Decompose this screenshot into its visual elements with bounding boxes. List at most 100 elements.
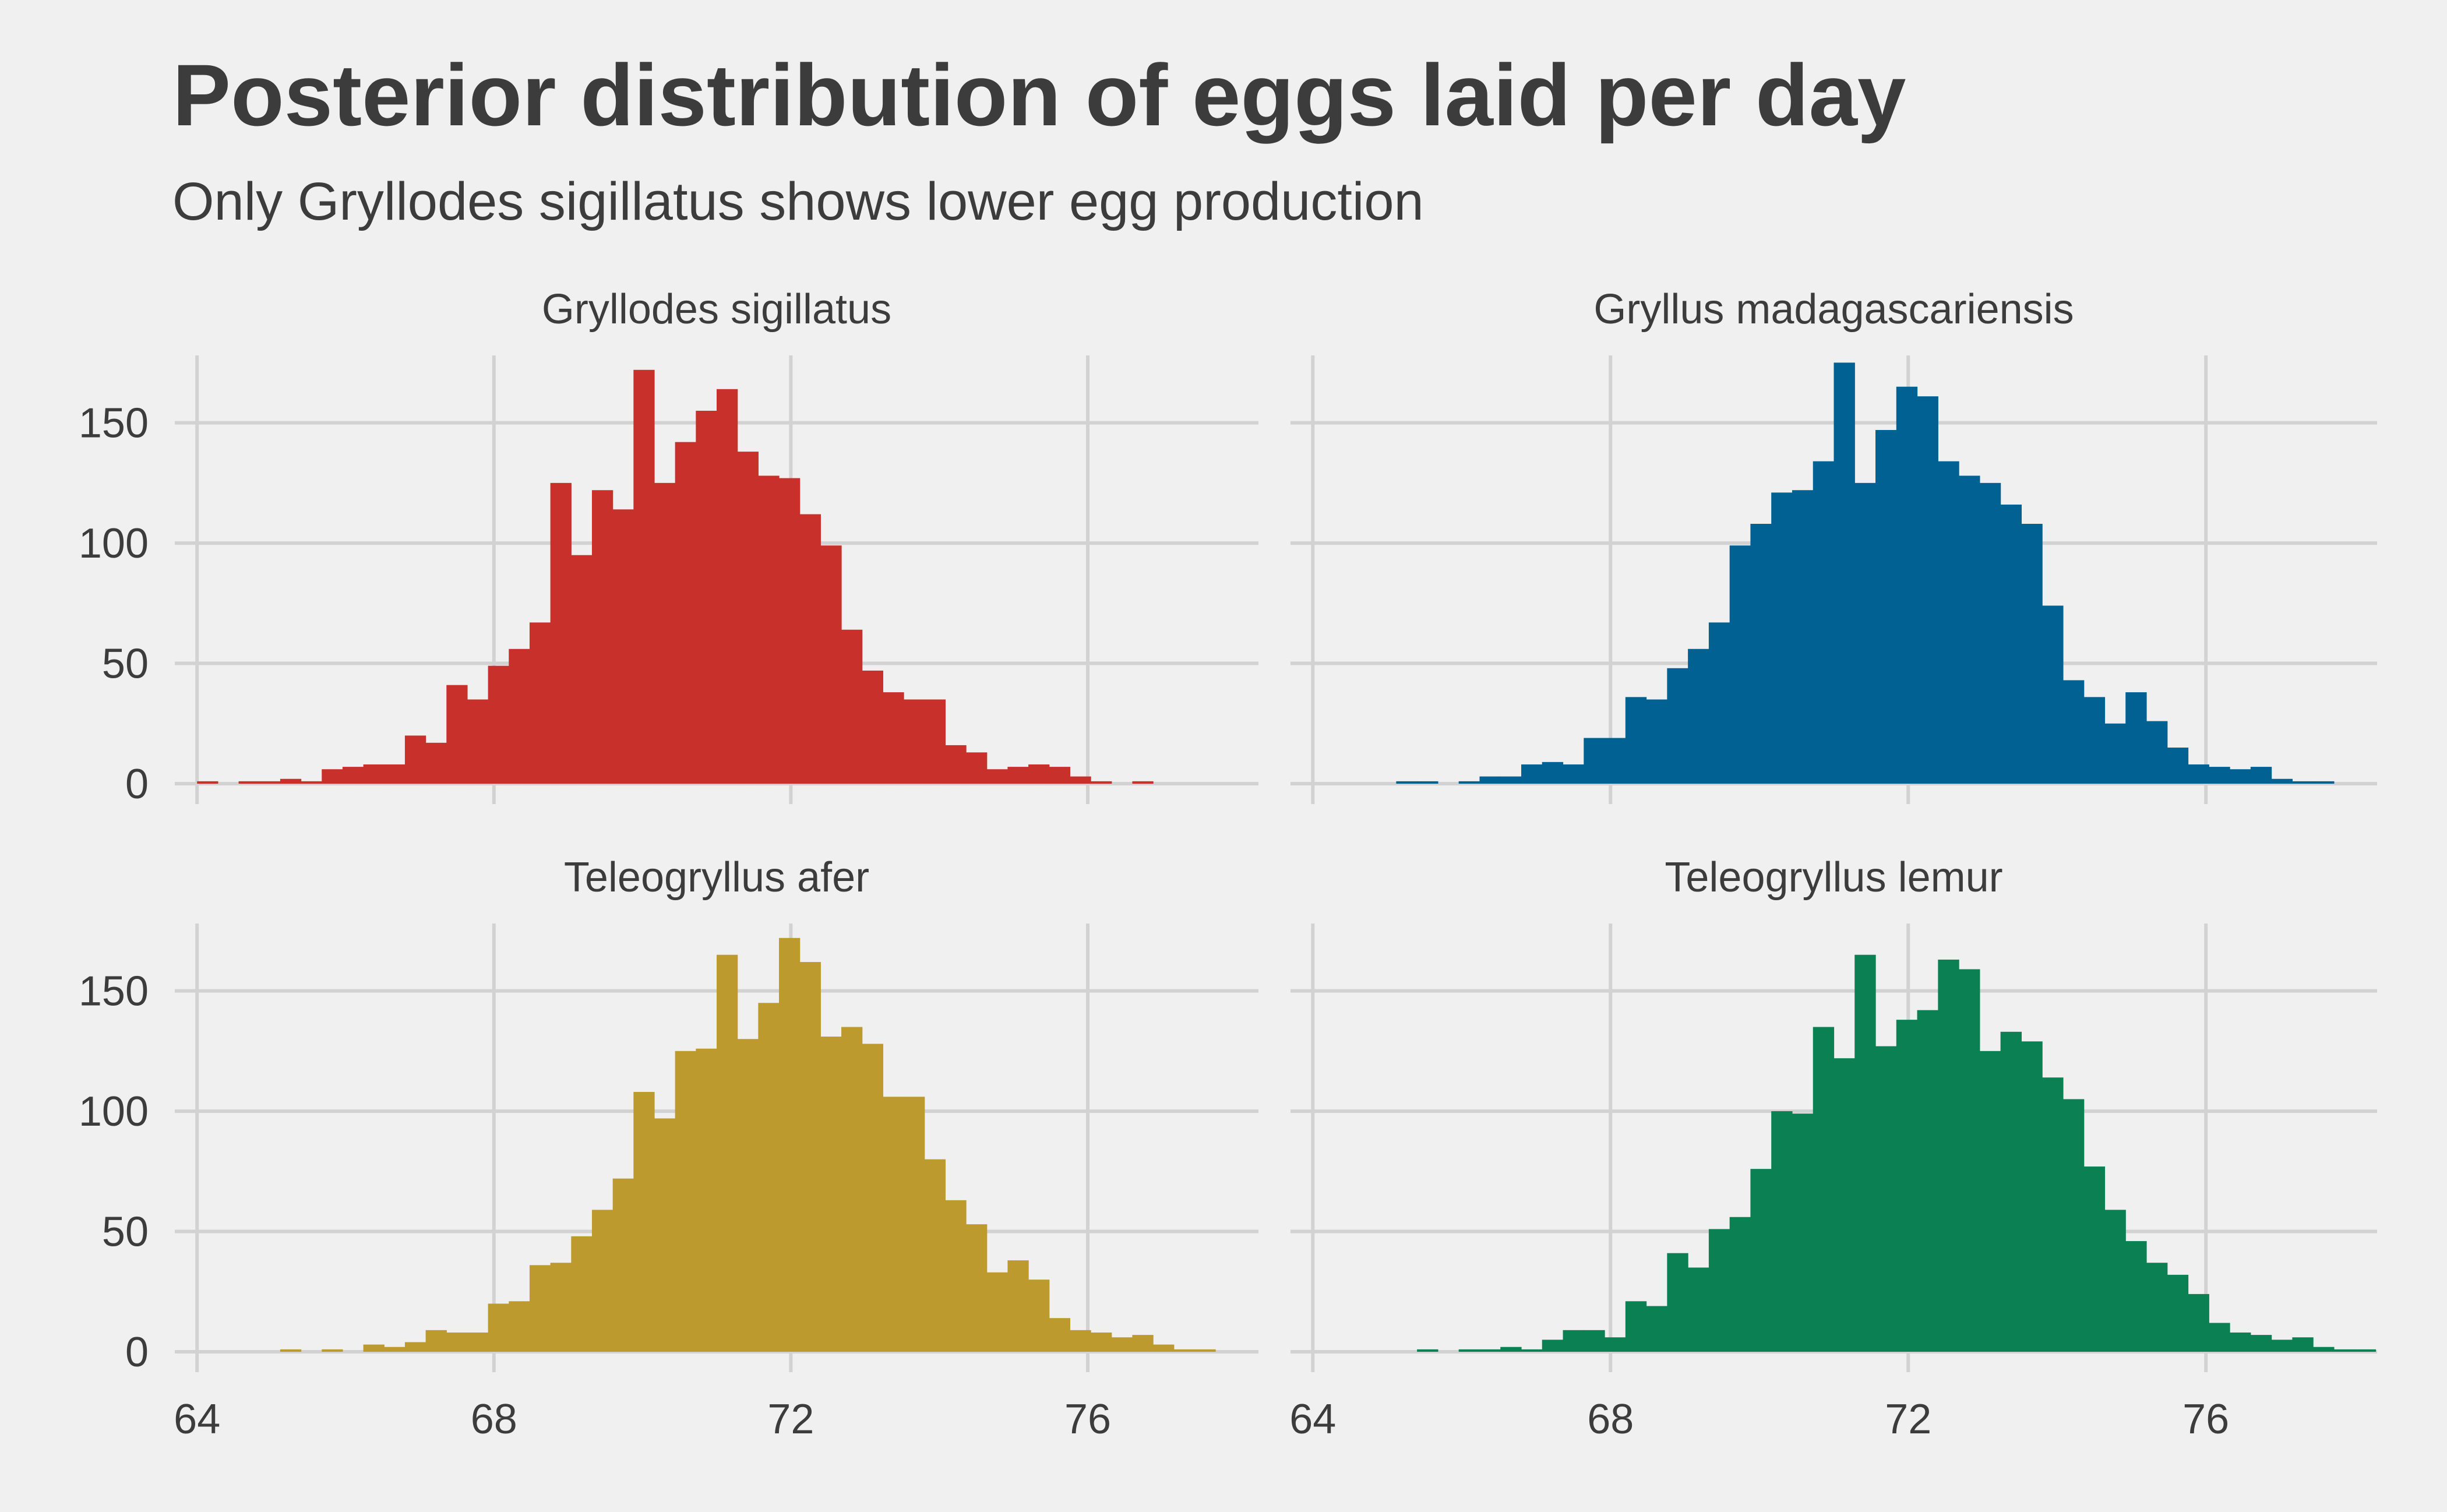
y-tick-label: 50: [102, 641, 149, 688]
histogram-bar: [904, 699, 925, 784]
x-tick-label: 64: [1289, 1396, 1336, 1443]
histogram-bar: [591, 1210, 613, 1352]
histogram-bar: [1479, 776, 1501, 784]
chart-title: Posterior distribution of eggs laid per …: [172, 46, 1906, 144]
histogram-bar: [1028, 1280, 1050, 1352]
histogram-bar: [924, 1159, 946, 1352]
histogram-bar: [737, 1039, 759, 1352]
y-tick-label: 100: [79, 520, 149, 567]
histogram-bar: [363, 1344, 385, 1352]
x-tick-label: 68: [1587, 1396, 1634, 1443]
histogram-bar: [966, 1224, 988, 1352]
x-tick-label: 68: [471, 1396, 517, 1443]
facet-strip-label: Gryllus madagascariensis: [1593, 286, 2074, 333]
histogram-bar: [1896, 1020, 1918, 1352]
y-tick-label: 150: [79, 400, 149, 447]
histogram-bar: [2000, 1031, 2022, 1352]
histogram-bar: [1917, 396, 1938, 784]
histogram-bar: [1708, 622, 1730, 784]
histogram-bar: [1563, 764, 1584, 784]
histogram-bar: [1959, 475, 1980, 784]
histogram-bar: [2250, 1335, 2272, 1352]
histogram-bar: [1750, 1169, 1772, 1352]
histogram-bar: [1091, 1332, 1112, 1352]
x-tick-label: 72: [767, 1396, 814, 1443]
histogram-bar: [779, 478, 801, 784]
histogram-bar: [1007, 767, 1029, 784]
histogram-bar: [1458, 1349, 1480, 1352]
histogram-bar: [1938, 461, 1959, 784]
histogram-bar: [2230, 1332, 2251, 1352]
histogram-bar: [1007, 1260, 1029, 1352]
histogram-bar: [280, 1349, 302, 1352]
histogram-bar: [550, 482, 572, 784]
histogram-bar: [2125, 1241, 2147, 1352]
histogram-bar: [1458, 781, 1480, 784]
histogram-bar: [966, 752, 988, 784]
histogram-bar: [1854, 954, 1876, 1352]
histogram-bar: [2209, 767, 2230, 784]
histogram-bar: [883, 692, 904, 784]
histogram-bar: [467, 699, 489, 784]
facet-panel: Teleogryllus afer 0 50 100 150 64 68 72 76: [79, 854, 1258, 1443]
histogram-bar: [696, 1048, 717, 1352]
histogram-bar: [467, 1332, 489, 1352]
histogram-bar: [758, 475, 780, 784]
histogram-bar: [488, 665, 509, 784]
histogram-bar: [717, 954, 738, 1352]
histogram-bar: [591, 490, 613, 784]
histogram-bar: [1667, 1253, 1688, 1352]
histogram-bar: [1132, 781, 1154, 784]
histogram-bar: [1111, 1337, 1133, 1352]
facet-strip-label: Gryllodes sigillatus: [542, 286, 891, 333]
facet-strip-label: Teleogryllus afer: [564, 854, 869, 901]
histogram-bar: [1750, 524, 1772, 784]
histogram-bar: [1542, 1340, 1564, 1352]
y-tick-label: 50: [102, 1209, 149, 1256]
histogram-bar: [2104, 723, 2126, 784]
histogram-bar: [1500, 1347, 1522, 1352]
histogram-bar: [1521, 764, 1543, 784]
histogram-bar: [1729, 545, 1751, 784]
x-tick-label: 76: [1064, 1396, 1111, 1443]
histogram-bar: [904, 1097, 925, 1352]
histogram-bar: [862, 670, 883, 784]
histogram-bar: [280, 778, 302, 784]
histogram-bar: [1584, 738, 1605, 784]
facet-panel: Gryllus madagascariensis: [1291, 286, 2377, 804]
histogram-bar: [259, 781, 281, 784]
histogram-bar: [1938, 959, 1959, 1352]
histogram-bar: [841, 629, 863, 784]
histogram-bar: [1070, 776, 1091, 784]
histogram-bar: [2354, 1349, 2377, 1352]
histogram-bar: [363, 764, 385, 784]
histogram-bar: [696, 410, 717, 784]
histogram-bar: [1153, 1344, 1175, 1352]
x-tick-label: 76: [2182, 1396, 2229, 1443]
histogram-bar: [322, 1349, 343, 1352]
histogram-bar: [758, 1003, 780, 1352]
histogram-bar: [1792, 490, 1814, 784]
histogram-bar: [986, 769, 1008, 784]
histogram-bar: [529, 622, 551, 784]
histogram-bar: [2167, 1274, 2189, 1352]
histogram-bar: [1729, 1217, 1751, 1352]
histogram-bar: [1771, 492, 1793, 784]
histogram-bar: [1813, 1027, 1835, 1352]
histogram-bar: [529, 1265, 551, 1352]
histogram-bar: [1173, 1349, 1196, 1352]
histogram-bar: [197, 781, 218, 784]
facet-panel: Gryllodes sigillatus 0 50 100 150: [79, 286, 1258, 808]
histogram-bar: [1771, 1111, 1793, 1352]
histogram-bar: [1625, 697, 1647, 784]
histogram-bar: [2146, 721, 2168, 784]
y-tick-label: 150: [79, 968, 149, 1015]
histogram-bar: [2188, 1294, 2209, 1352]
histogram-bar: [509, 648, 530, 784]
y-tick-label: 100: [79, 1088, 149, 1135]
histogram-bar: [1979, 482, 2001, 784]
histogram-bar: [1667, 668, 1688, 784]
histogram-bar: [1417, 1349, 1438, 1352]
histogram-bar: [820, 545, 842, 784]
